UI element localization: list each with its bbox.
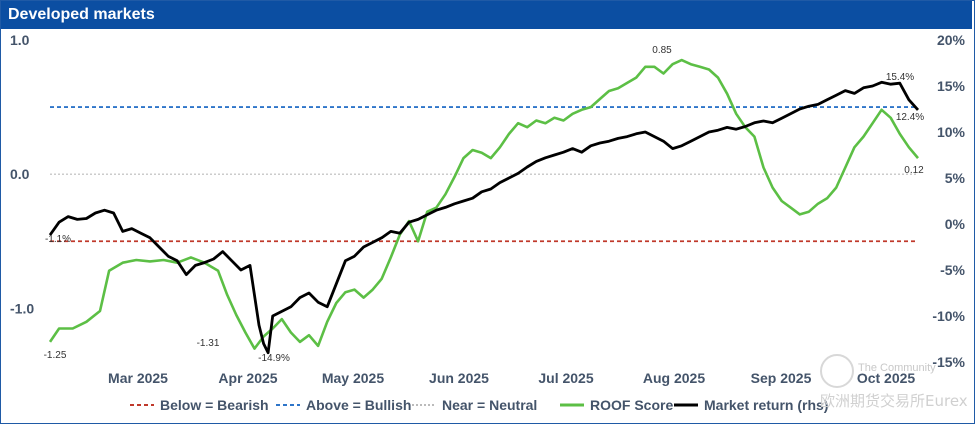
data-label: -1.1%	[45, 234, 71, 245]
right-axis-tick: 10%	[937, 124, 966, 140]
roof-score-line	[48, 58, 919, 350]
data-label: -14.9%	[258, 353, 290, 364]
data-label: -1.25	[44, 350, 67, 361]
left-axis-tick: 0.0	[10, 166, 30, 182]
legend-item: ROOF Score	[560, 397, 673, 413]
right-axis-tick: -10%	[932, 308, 965, 324]
legend-label: Market return (rhs)	[704, 397, 828, 413]
x-axis-tick: Oct 2025	[857, 370, 916, 386]
left-axis-tick: 1.0	[10, 32, 30, 48]
right-axis-tick: 20%	[937, 32, 966, 48]
legend-item: Below = Bearish	[130, 397, 269, 413]
legend-item: Near = Neutral	[412, 397, 537, 413]
right-axis-tick: 5%	[945, 170, 966, 186]
watermark-cn: 欧洲期货交易所Eurex	[820, 392, 968, 410]
data-label: 12.4%	[896, 112, 924, 123]
x-axis-tick: Sep 2025	[751, 370, 812, 386]
legend-label: Above = Bullish	[306, 397, 411, 413]
x-axis-tick: Apr 2025	[218, 370, 277, 386]
watermark: The Community 欧洲期货交易所Eurex	[820, 352, 970, 412]
data-label: 0.85	[652, 45, 672, 56]
x-axis-tick: Mar 2025	[108, 370, 168, 386]
right-axis-tick: -15%	[932, 354, 965, 370]
x-axis-tick: Jun 2025	[429, 370, 489, 386]
watermark-logo-icon	[820, 354, 854, 388]
x-axis-tick: Jul 2025	[538, 370, 593, 386]
legend-label: Below = Bearish	[160, 397, 269, 413]
chart-title: Developed markets	[8, 6, 155, 23]
title-bar: Developed markets	[1, 1, 972, 29]
legend-item: Market return (rhs)	[674, 397, 828, 413]
legend-label: Near = Neutral	[442, 397, 537, 413]
x-axis-tick: May 2025	[322, 370, 384, 386]
data-label: 15.4%	[886, 72, 914, 83]
data-label: -1.31	[197, 338, 220, 349]
right-axis-tick: 15%	[937, 78, 966, 94]
x-axis-tick: Aug 2025	[643, 370, 705, 386]
legend-item: Above = Bullish	[276, 397, 411, 413]
right-axis-tick: -5%	[940, 262, 965, 278]
left-axis-tick: -1.0	[10, 300, 34, 316]
right-axis-tick: 0%	[945, 216, 966, 232]
market-return-line	[48, 80, 920, 355]
watermark-brand: The Community	[858, 362, 936, 374]
data-label: 0.12	[904, 165, 924, 176]
legend-label: ROOF Score	[590, 397, 673, 413]
